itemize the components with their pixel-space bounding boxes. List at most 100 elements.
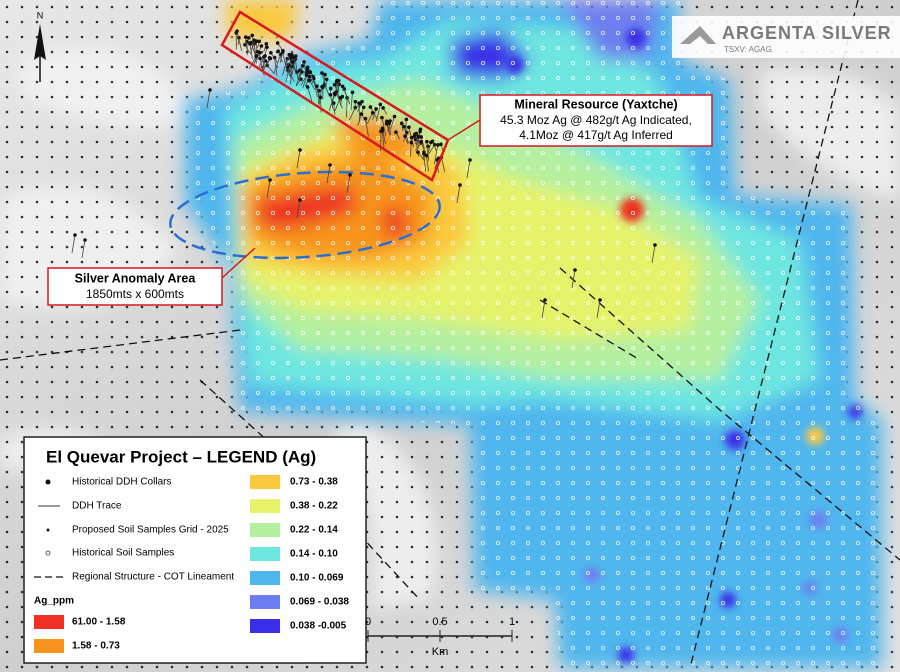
ddh-trace bbox=[321, 72, 327, 88]
class-label: 61.00 - 1.58 bbox=[72, 617, 126, 628]
ddh-collar bbox=[247, 36, 251, 40]
ddh-collar bbox=[422, 150, 426, 154]
ddh-collar bbox=[353, 99, 358, 104]
ddh-collar bbox=[320, 85, 325, 90]
ddh-collar bbox=[458, 183, 462, 187]
legend-title: El Quevar Project – LEGEND (Ag) bbox=[46, 447, 316, 466]
ddh-trace bbox=[420, 136, 425, 150]
ddh-collar bbox=[305, 67, 310, 71]
ddh-collar bbox=[424, 153, 429, 158]
ddh-collar bbox=[381, 106, 385, 110]
ddh-trace bbox=[303, 61, 307, 74]
ddh-trace bbox=[409, 142, 412, 157]
ddh-collar bbox=[573, 268, 577, 272]
ddh-trace bbox=[309, 71, 316, 87]
ddh-collar bbox=[258, 56, 262, 61]
class-label: 0.22 - 0.14 bbox=[290, 525, 338, 536]
ddh-trace bbox=[288, 61, 293, 77]
ddh-trace bbox=[273, 54, 281, 75]
ddh-trace bbox=[236, 31, 243, 52]
class-swatch bbox=[250, 523, 280, 537]
ddh-collar bbox=[252, 38, 256, 43]
ddh-trace bbox=[342, 86, 349, 100]
ddh-collar bbox=[323, 72, 327, 77]
legend-unit: Ag_ppm bbox=[34, 596, 74, 607]
ddh-collar bbox=[263, 54, 267, 58]
ddh-collar bbox=[543, 298, 547, 302]
ddh-trace bbox=[333, 103, 336, 115]
ddh-collar bbox=[298, 148, 302, 152]
ddh-collar bbox=[275, 41, 280, 45]
ddh-trace bbox=[423, 153, 427, 172]
callout-text: 1850mts x 600mts bbox=[86, 287, 184, 301]
ddh-trace bbox=[71, 234, 76, 254]
scale-label: 0 bbox=[365, 616, 371, 628]
ddh-collar bbox=[409, 140, 414, 145]
ddh-trace bbox=[250, 40, 255, 55]
ddh-collar bbox=[334, 90, 338, 94]
ddh-trace bbox=[274, 57, 278, 76]
ddh-trace bbox=[290, 66, 293, 85]
ddh-trace bbox=[381, 117, 387, 136]
north-label: N bbox=[37, 10, 44, 20]
ddh-collar bbox=[83, 238, 87, 242]
ddh-collar bbox=[268, 178, 272, 182]
ddh-trace bbox=[346, 174, 351, 194]
ddh-trace bbox=[297, 65, 304, 79]
ddh-collar bbox=[419, 135, 424, 139]
ddh-collar bbox=[302, 60, 306, 64]
ddh-trace bbox=[328, 94, 336, 111]
ddh-trace bbox=[381, 130, 385, 151]
resource-callout: Mineral Resource (Yaxtche) 45.3 Moz Ag @… bbox=[479, 94, 713, 147]
ddh-collar bbox=[336, 78, 341, 83]
class-label: 0.038 -0.005 bbox=[290, 621, 347, 632]
ddh-collar bbox=[468, 158, 472, 162]
ddh-collar bbox=[430, 139, 435, 144]
ddh-trace bbox=[249, 55, 257, 69]
ddh-collar bbox=[439, 142, 443, 147]
connector bbox=[447, 119, 481, 141]
legend-label: Proposed Soil Samples Grid - 2025 bbox=[72, 525, 229, 536]
ddh-trace bbox=[296, 149, 301, 169]
ddh-collar bbox=[384, 122, 389, 126]
ddh-collar bbox=[315, 84, 319, 88]
ddh-collar bbox=[418, 129, 422, 134]
class-swatch bbox=[34, 615, 64, 629]
ddh-collar bbox=[392, 114, 397, 119]
class-swatch bbox=[250, 475, 280, 489]
ddh-collar bbox=[328, 92, 333, 97]
resource-outline bbox=[220, 10, 450, 182]
ddh-collar bbox=[653, 243, 657, 247]
ddh-collar bbox=[280, 50, 285, 54]
ddh-trace bbox=[282, 51, 287, 66]
legend-label: Historical Soil Samples bbox=[72, 548, 174, 559]
ddh-trace bbox=[286, 61, 293, 73]
ddh-trace bbox=[420, 141, 426, 153]
class-label: 1.58 - 0.73 bbox=[72, 641, 120, 652]
ddh-collar bbox=[208, 88, 212, 92]
ddh-collar bbox=[243, 35, 248, 39]
ddh-collar bbox=[409, 135, 414, 140]
ddh-trace bbox=[296, 199, 301, 219]
ddh-trace bbox=[372, 108, 377, 121]
ddh-collar bbox=[324, 77, 329, 82]
ddh-collar bbox=[305, 85, 310, 89]
ddh-trace bbox=[375, 104, 381, 122]
ddh-collar bbox=[404, 117, 409, 122]
ddh-collar bbox=[307, 78, 312, 83]
ddh-collar bbox=[402, 124, 406, 129]
legend: El Quevar Project – LEGEND (Ag) Historic… bbox=[23, 436, 367, 664]
ddh-trace bbox=[358, 103, 360, 122]
ddh-collar bbox=[360, 99, 364, 104]
ddh-collar bbox=[403, 134, 407, 138]
ddh-collar bbox=[243, 42, 247, 47]
ddh-trace bbox=[350, 92, 353, 110]
ddh-collar bbox=[269, 50, 273, 55]
drill-holes bbox=[71, 29, 657, 319]
connector bbox=[221, 247, 256, 279]
ddh-trace bbox=[365, 118, 369, 137]
ddh-trace bbox=[81, 239, 86, 259]
ddh-trace bbox=[206, 89, 211, 109]
callout-text: 45.3 Moz Ag @ 482g/t Ag Indicated, bbox=[500, 113, 692, 127]
ddh-collar bbox=[380, 115, 384, 120]
